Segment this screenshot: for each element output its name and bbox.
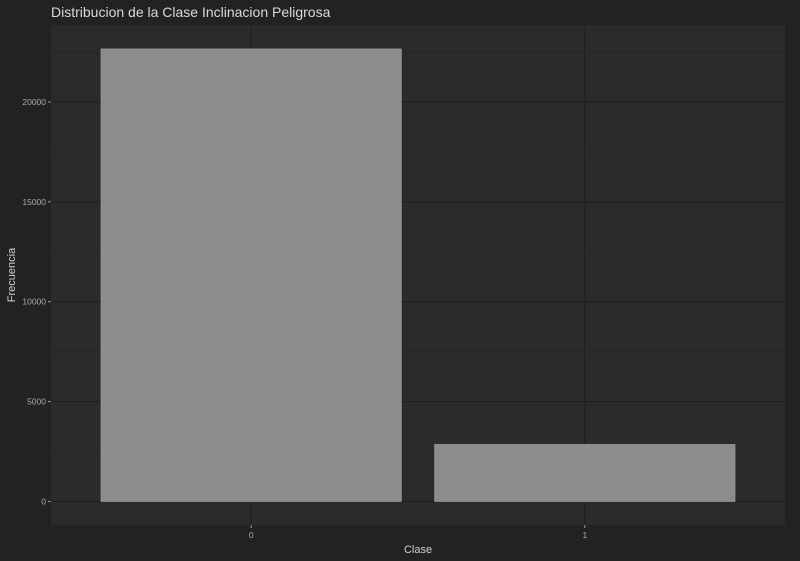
y-tick-label: 20000 (22, 97, 46, 107)
x-tick-label: 0 (249, 530, 254, 540)
bar-0 (100, 48, 402, 502)
y-axis: 0 5000 10000 15000 20000 (22, 97, 51, 506)
y-tick-label: 0 (41, 496, 46, 506)
y-tick-label: 5000 (27, 397, 46, 407)
x-axis-title: Clase (404, 544, 432, 556)
y-tick-label: 10000 (22, 297, 46, 307)
y-axis-title: Frecuencia (6, 247, 18, 302)
chart-title: Distribucion de la Clase Inclinacion Pel… (51, 4, 331, 20)
y-tick-label: 15000 (22, 197, 46, 207)
bars (100, 48, 736, 502)
x-tick-label: 1 (582, 530, 587, 540)
bar-1 (434, 444, 736, 502)
